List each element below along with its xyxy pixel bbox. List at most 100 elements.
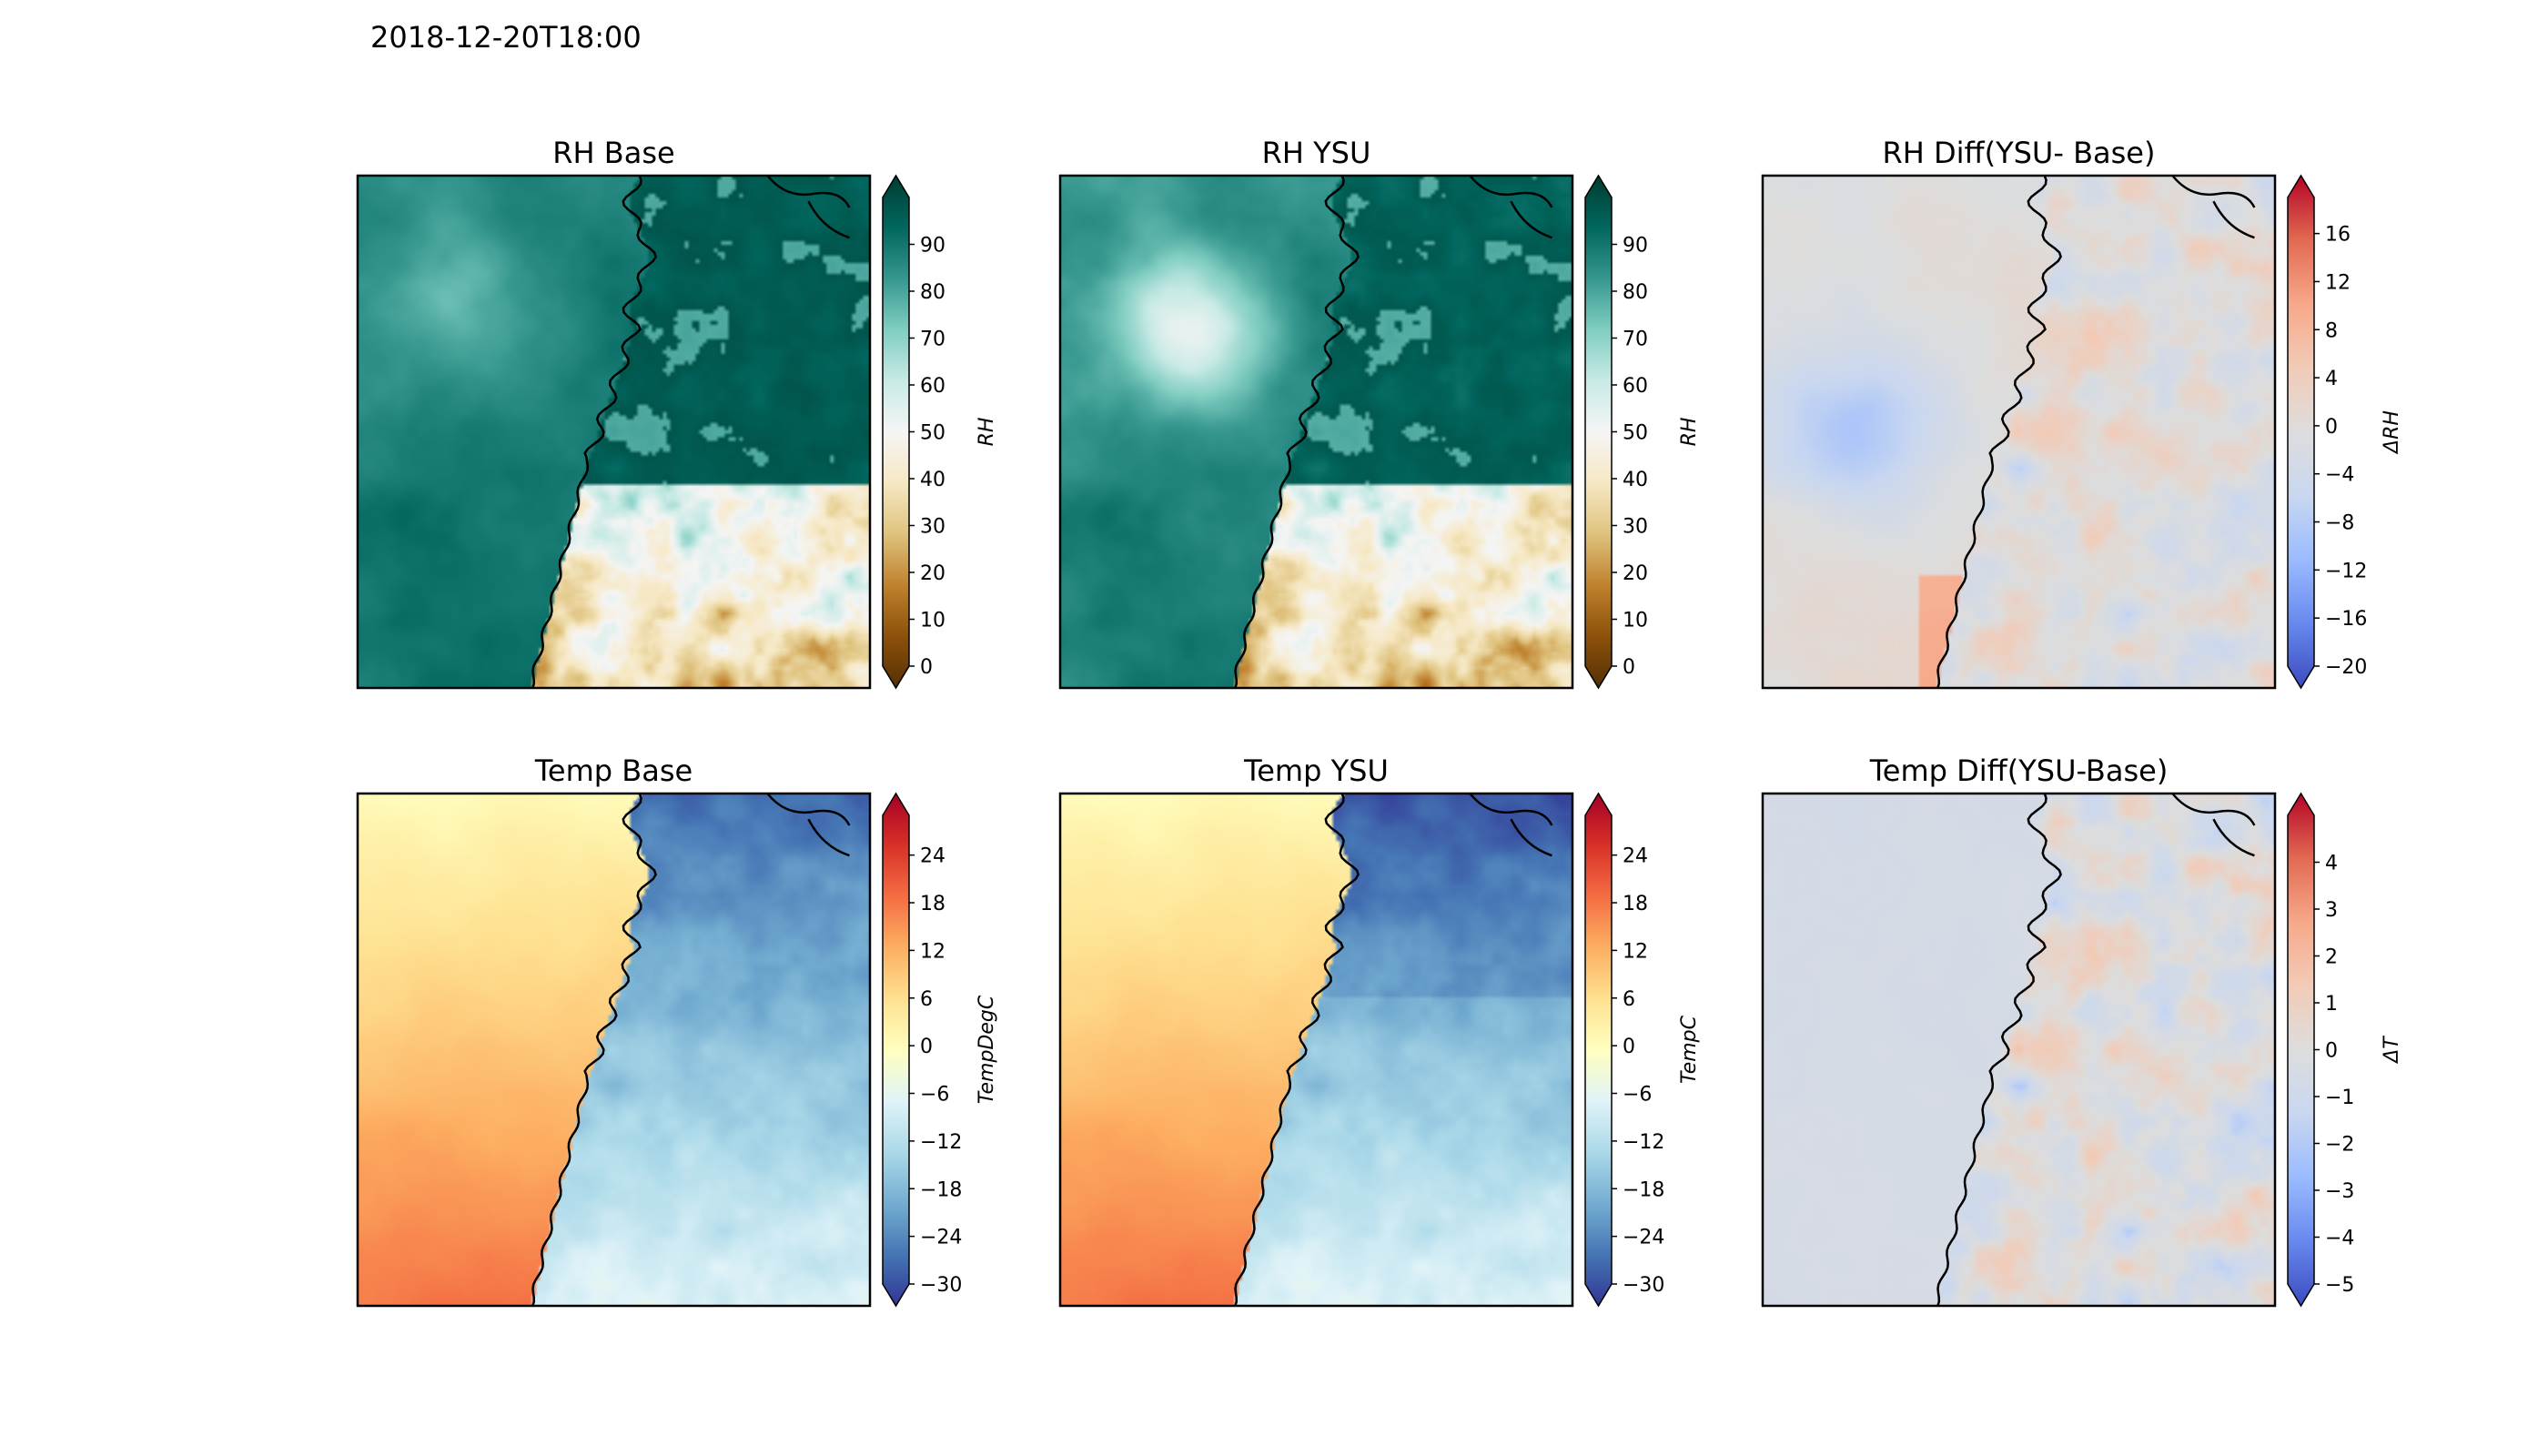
colorbar-tick-label: −30 xyxy=(1623,1274,1664,1297)
colorbar-tick-label: 1 xyxy=(2325,993,2338,1016)
field-raster xyxy=(358,794,870,1306)
colorbar-label: RH xyxy=(976,418,998,447)
colorbar-tick-label: 4 xyxy=(2325,853,2338,875)
colorbar-tick-label: 0 xyxy=(920,1036,933,1058)
panel-title: RH Base xyxy=(552,136,674,170)
colorbar-tick-label: −16 xyxy=(2325,608,2367,631)
colorbar-tick-label: 60 xyxy=(1623,375,1648,398)
colorbar-label: ΔT xyxy=(2381,1036,2403,1065)
colorbar-tick-label: 0 xyxy=(920,656,933,679)
colorbar-tick-label: 0 xyxy=(1623,1036,1635,1058)
colorbar-tick-label: 90 xyxy=(920,235,945,258)
colorbar-tick-label: 70 xyxy=(1623,329,1648,351)
colorbar-body xyxy=(1584,174,1613,690)
colorbar-tick-label: 12 xyxy=(2325,271,2351,294)
colorbar-tick-label: −30 xyxy=(920,1274,962,1297)
colorbar-tick-label: −3 xyxy=(2325,1180,2354,1203)
colorbar-tick-label: −1 xyxy=(2325,1087,2354,1109)
colorbar-tick-label: −24 xyxy=(920,1227,962,1249)
colorbar-body xyxy=(1584,792,1613,1308)
colorbar-tick-label: −12 xyxy=(920,1131,962,1154)
colorbar-rh-ysu: 90 80 70 60 50 40 30 20 10 0 RH xyxy=(1584,174,1701,690)
field-raster xyxy=(1763,176,2275,688)
colorbar-tick-label: 18 xyxy=(920,893,945,915)
colorbar-tick-label: 10 xyxy=(920,610,945,632)
colorbar-tick-label: −20 xyxy=(2325,656,2367,679)
colorbar-tick-label: 30 xyxy=(920,516,945,539)
colorbar-tick-label: −6 xyxy=(1623,1084,1652,1107)
colorbar-tick-label: 10 xyxy=(1623,610,1648,632)
colorbar-tick-label: 80 xyxy=(1623,281,1648,304)
colorbar-tick-label: 12 xyxy=(920,940,945,963)
colorbar-rh-diff: 16 12 8 4 0 −4 −8 −12 −16 −20 ΔRH xyxy=(2287,174,2403,690)
field-raster xyxy=(358,176,870,688)
colorbar-tick-label: 4 xyxy=(2325,368,2338,390)
colorbar-tick-label: 50 xyxy=(920,422,945,445)
coastline xyxy=(531,793,851,1307)
colorbar-tick-label: −2 xyxy=(2325,1134,2354,1157)
map-panel-temp-ysu: Temp YSU 24 18 12 6 0 −6 −12 −18 −24 −30 TempC xyxy=(1058,753,1701,1308)
colorbar-tick-label: −4 xyxy=(2325,464,2354,487)
map-frame xyxy=(356,792,872,1308)
colorbar-tick-label: −24 xyxy=(1623,1227,1664,1249)
colorbar-tick-label: 0 xyxy=(1623,656,1635,679)
colorbar-body xyxy=(882,792,910,1308)
map-frame xyxy=(356,174,872,690)
colorbar-tick-label: 40 xyxy=(1623,469,1648,491)
map-frame xyxy=(1058,792,1574,1308)
colorbar-label: RH xyxy=(1678,418,1701,447)
field-raster xyxy=(1763,794,2275,1306)
colorbar-tick-label: −4 xyxy=(2325,1228,2354,1250)
colorbar-tick-label: 60 xyxy=(920,375,945,398)
colorbar-tick-label: −5 xyxy=(2325,1274,2354,1297)
colorbar-body xyxy=(882,174,910,690)
colorbar-label: TempDegC xyxy=(976,995,998,1104)
map-frame xyxy=(1058,174,1574,690)
colorbar-tick-label: 12 xyxy=(1623,940,1648,963)
panel-title: Temp Diff(YSU-Base) xyxy=(1869,753,2169,788)
colorbar-label: TempC xyxy=(1678,1015,1701,1084)
colorbar-tick-label: 2 xyxy=(2325,946,2338,969)
map-panel-rh-ysu: RH YSU 90 80 70 60 50 40 30 20 10 0 RH xyxy=(1058,136,1701,690)
colorbar-tick-label: 16 xyxy=(2325,224,2351,247)
colorbar-tick-label: −18 xyxy=(920,1178,962,1201)
coastline xyxy=(1936,175,2256,689)
field-raster xyxy=(1060,176,1572,688)
colorbar-tick-label: 18 xyxy=(1623,893,1648,915)
coastline xyxy=(1936,793,2256,1307)
colorbar-body xyxy=(2287,174,2315,690)
coastline xyxy=(531,175,851,689)
coastline xyxy=(1234,175,1553,689)
colorbar-tick-label: 90 xyxy=(1623,235,1648,258)
map-panel-rh-diff: RH Diff(YSU- Base) 16 12 8 4 0 −4 −8 −12 −16 −20 ΔR… xyxy=(1761,136,2403,690)
colorbar-tick-label: 0 xyxy=(2325,416,2338,439)
colorbar-tick-label: −18 xyxy=(1623,1178,1664,1201)
colorbar-temp-base: 24 18 12 6 0 −6 −12 −18 −24 −30 TempDegC xyxy=(882,792,998,1308)
colorbar-temp-ysu: 24 18 12 6 0 −6 −12 −18 −24 −30 TempC xyxy=(1584,792,1701,1308)
field-raster xyxy=(1060,794,1572,1306)
colorbar-tick-label: 0 xyxy=(2325,1040,2338,1063)
colorbar-tick-label: −12 xyxy=(2325,560,2367,582)
panel-title: Temp YSU xyxy=(1243,753,1389,788)
colorbar-label: ΔRH xyxy=(2381,410,2403,455)
figure-suptitle: 2018-12-20T18:00 xyxy=(370,20,642,55)
colorbar-tick-label: 40 xyxy=(920,469,945,491)
colorbar-tick-label: −6 xyxy=(920,1084,949,1107)
colorbar-temp-diff: 4 3 2 1 0 −1 −2 −3 −4 −5 ΔT xyxy=(2287,792,2403,1308)
colorbar-tick-label: 80 xyxy=(920,281,945,304)
map-panel-temp-diff: Temp Diff(YSU-Base) 4 3 2 1 0 −1 −2 −3 −4 −5 ΔT xyxy=(1761,753,2403,1308)
colorbar-tick-label: 24 xyxy=(920,845,945,868)
colorbar-tick-label: −12 xyxy=(1623,1131,1664,1154)
panel-title: Temp Base xyxy=(534,753,693,788)
colorbar-tick-label: −8 xyxy=(2325,512,2354,535)
colorbar-body xyxy=(2287,792,2315,1308)
map-frame xyxy=(1761,792,2277,1308)
colorbar-tick-label: 20 xyxy=(1623,562,1648,585)
colorbar-tick-label: 30 xyxy=(1623,516,1648,539)
colorbar-tick-label: 6 xyxy=(920,988,933,1011)
map-frame xyxy=(1761,174,2277,690)
map-panel-rh-base: RH Base 90 80 70 60 50 40 30 20 10 0 RH xyxy=(356,136,998,690)
map-panel-temp-base: Temp Base 24 18 12 6 0 −6 −12 −18 −24 −30 TempDegC xyxy=(356,753,998,1308)
colorbar-rh-base: 90 80 70 60 50 40 30 20 10 0 RH xyxy=(882,174,998,690)
colorbar-tick-label: 70 xyxy=(920,329,945,351)
